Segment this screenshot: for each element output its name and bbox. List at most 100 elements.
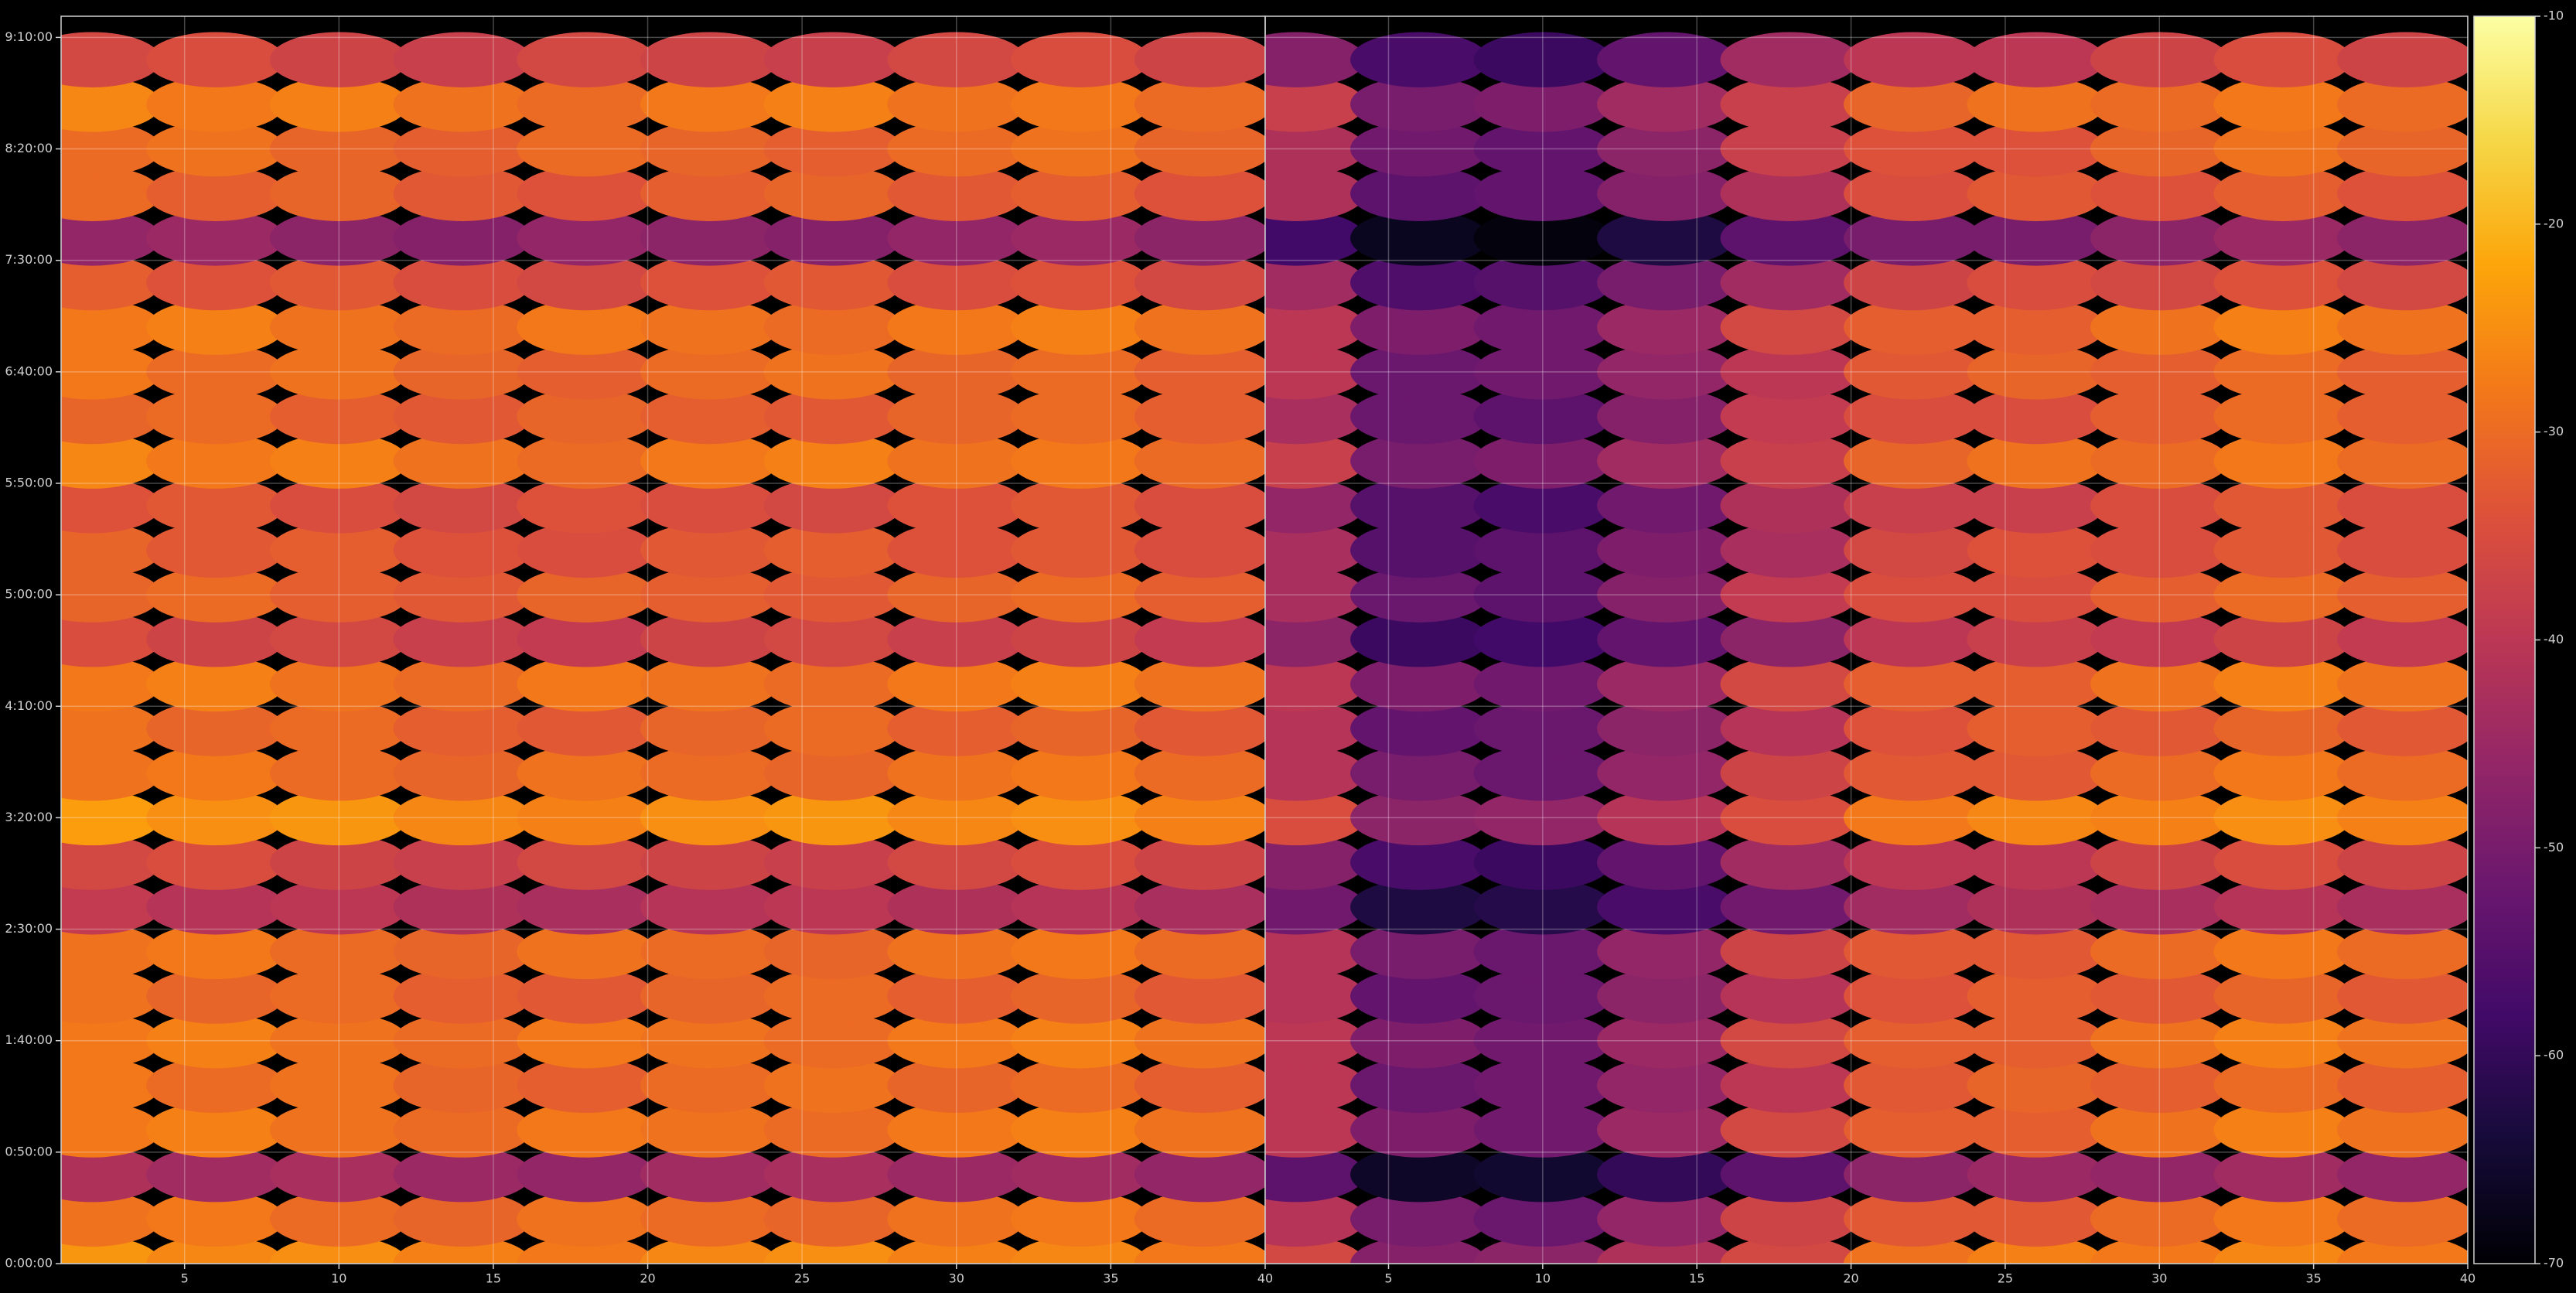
heatmap-cell <box>1720 968 1859 1024</box>
heatmap-cell <box>2213 299 2353 355</box>
heatmap-cell <box>1843 388 1982 445</box>
heatmap-cell <box>2090 745 2229 801</box>
heatmap-cell <box>640 165 779 221</box>
heatmap-cell <box>1134 745 1265 801</box>
heatmap-cell <box>146 1012 285 1069</box>
heatmap-cell <box>763 433 902 489</box>
heatmap-cell <box>2090 923 2229 980</box>
heatmap-cell <box>1350 210 1489 266</box>
heatmap-cell <box>1843 344 1982 400</box>
heatmap-cell <box>1011 745 1149 801</box>
heatmap-cell <box>887 968 1026 1024</box>
heatmap-cell <box>1350 923 1489 980</box>
heatmap-cell <box>763 254 902 311</box>
heatmap-cell <box>1134 1191 1265 1247</box>
heatmap-cell <box>1011 834 1149 890</box>
heatmap-cell <box>146 121 285 177</box>
heatmap-cell <box>1843 77 1982 132</box>
heatmap-cell <box>1843 745 1982 801</box>
heatmap-cell <box>1134 165 1265 221</box>
heatmap-cell <box>1720 745 1859 801</box>
heatmap-cell <box>1597 522 1735 578</box>
heatmap-cell <box>1134 1012 1265 1069</box>
heatmap-cell <box>640 478 779 534</box>
heatmap-cell <box>2213 522 2353 578</box>
heatmap-cell <box>517 1191 656 1247</box>
heatmap-cell <box>2213 1012 2353 1069</box>
heatmap-cell <box>61 32 162 87</box>
heatmap-cell <box>763 701 902 756</box>
heatmap-cell <box>640 210 779 266</box>
x-tick-label: 5 <box>1384 1271 1392 1286</box>
heatmap-cell <box>1134 388 1265 445</box>
heatmap-cell <box>1134 1057 1265 1114</box>
heatmap-cell <box>1597 32 1735 87</box>
heatmap-cell <box>517 1102 656 1158</box>
x-tick-label: 25 <box>1998 1271 2013 1286</box>
y-tick-label: 8:20:00 <box>5 141 53 155</box>
heatmap-cell <box>2213 121 2353 177</box>
heatmap-cell <box>1843 923 1982 980</box>
heatmap-cell <box>2336 165 2468 221</box>
heatmap-cell <box>2336 656 2468 712</box>
heatmap-cell <box>1134 121 1265 177</box>
heatmap-cell <box>1843 790 1982 846</box>
colorbar-tick-label: -70 <box>2544 1256 2564 1271</box>
heatmap-cell <box>887 433 1026 489</box>
heatmap-cell <box>1350 522 1489 578</box>
heatmap-cell <box>146 344 285 400</box>
heatmap-cell <box>1597 77 1735 132</box>
heatmap-cell <box>1265 344 1366 400</box>
heatmap-cell <box>1597 790 1735 846</box>
heatmap-cell <box>1265 968 1366 1024</box>
heatmap-cell <box>640 701 779 756</box>
heatmap-cell <box>763 210 902 266</box>
heatmap-cell <box>146 834 285 890</box>
heatmap-cell <box>1350 478 1489 534</box>
heatmap-cell <box>146 1146 285 1203</box>
heatmap-cell <box>1597 567 1735 623</box>
heatmap-cell <box>1473 1191 1612 1247</box>
y-tick-label: 7:30:00 <box>5 252 53 267</box>
y-tick-label: 5:50:00 <box>5 475 53 490</box>
heatmap-cell <box>763 299 902 355</box>
heatmap-cell <box>2336 210 2468 266</box>
heatmap-cell <box>1134 433 1265 489</box>
heatmap-cell <box>146 478 285 534</box>
heatmap-cell <box>2090 299 2229 355</box>
heatmap-cell <box>517 77 656 132</box>
heatmap-cell <box>61 923 162 980</box>
heatmap-cell <box>640 745 779 801</box>
x-tick-label: 40 <box>1257 1271 1273 1286</box>
heatmap-cell <box>1843 478 1982 534</box>
heatmap-panel <box>61 32 1265 1264</box>
heatmap-cell <box>887 77 1026 132</box>
heatmap-cell <box>1265 612 1366 667</box>
heatmap-cell <box>1134 968 1265 1024</box>
heatmap-cell <box>1597 701 1735 756</box>
heatmap-cell <box>1843 1057 1982 1114</box>
heatmap-cell <box>1265 121 1366 177</box>
x-tick-label: 30 <box>949 1271 964 1286</box>
heatmap-cell <box>517 388 656 445</box>
x-tick-label: 15 <box>486 1271 501 1286</box>
heatmap-cell <box>1265 522 1366 578</box>
heatmap-cell <box>1967 478 2106 534</box>
heatmap-cell <box>763 1146 902 1203</box>
heatmap-cell <box>2090 656 2229 712</box>
heatmap-cell <box>1720 1191 1859 1247</box>
heatmap-cell <box>640 923 779 980</box>
heatmap-cell <box>146 433 285 489</box>
heatmap-cell <box>1720 478 1859 534</box>
heatmap-cell <box>640 121 779 177</box>
heatmap-cell <box>2213 77 2353 132</box>
heatmap-cell <box>1350 567 1489 623</box>
heatmap-cell <box>393 612 532 667</box>
heatmap-cell <box>2213 612 2353 667</box>
heatmap-cell <box>1967 1191 2106 1247</box>
y-tick-label: 0:50:00 <box>5 1144 53 1158</box>
heatmap-cell <box>1597 968 1735 1024</box>
heatmap-cell <box>1350 1191 1489 1247</box>
x-tick-label: 10 <box>331 1271 346 1286</box>
heatmap-cell <box>1473 612 1612 667</box>
